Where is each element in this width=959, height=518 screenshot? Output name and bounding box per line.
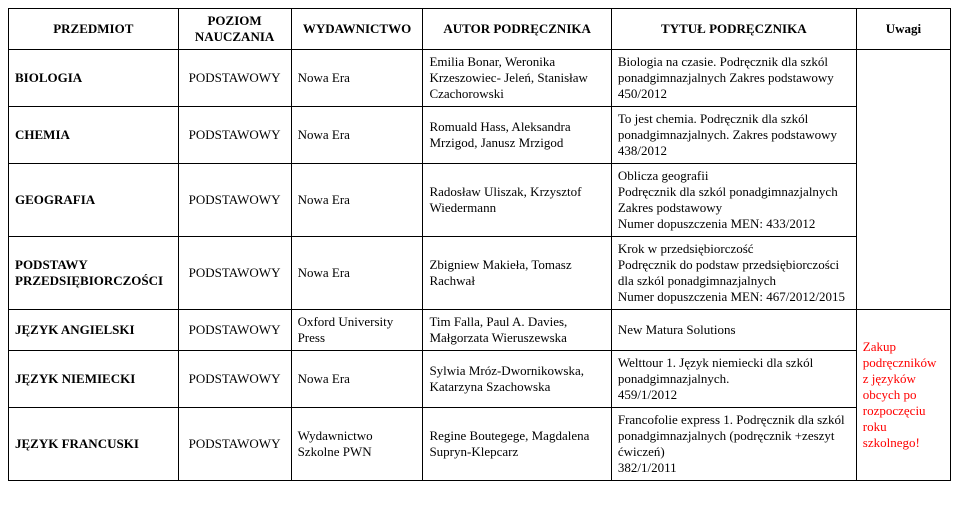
cell-subject: JĘZYK ANGIELSKI [9, 310, 179, 351]
table-row: BIOLOGIA PODSTAWOWY Nowa Era Emilia Bona… [9, 50, 951, 107]
col-title: TYTUŁ PODRĘCZNIKA [611, 9, 856, 50]
cell-author: Regine Boutegege, Magdalena Supryn-Klepc… [423, 408, 611, 481]
cell-publisher: Nowa Era [291, 50, 423, 107]
table-header-row: PRZEDMIOT POZIOM NAUCZANIA WYDAWNICTWO A… [9, 9, 951, 50]
cell-publisher: Nowa Era [291, 164, 423, 237]
textbook-table: PRZEDMIOT POZIOM NAUCZANIA WYDAWNICTWO A… [8, 8, 951, 481]
table-row: PODSTAWY PRZEDSIĘBIORCZOŚCI PODSTAWOWY N… [9, 237, 951, 310]
cell-title: Krok w przedsiębiorczośćPodręcznik do po… [611, 237, 856, 310]
cell-level: PODSTAWOWY [178, 107, 291, 164]
table-row: JĘZYK FRANCUSKI PODSTAWOWY Wydawnictwo S… [9, 408, 951, 481]
cell-level: PODSTAWOWY [178, 351, 291, 408]
cell-level: PODSTAWOWY [178, 50, 291, 107]
cell-author: Emilia Bonar, Weronika Krzeszowiec- Jele… [423, 50, 611, 107]
cell-title: New Matura Solutions [611, 310, 856, 351]
cell-author: Radosław Uliszak, Krzysztof Wiedermann [423, 164, 611, 237]
cell-publisher: Nowa Era [291, 237, 423, 310]
table-row: JĘZYK ANGIELSKI PODSTAWOWY Oxford Univer… [9, 310, 951, 351]
cell-subject: GEOGRAFIA [9, 164, 179, 237]
cell-title: Biologia na czasie. Podręcznik dla szkól… [611, 50, 856, 107]
cell-publisher: Nowa Era [291, 351, 423, 408]
cell-subject: JĘZYK NIEMIECKI [9, 351, 179, 408]
col-author: AUTOR PODRĘCZNIKA [423, 9, 611, 50]
cell-subject: CHEMIA [9, 107, 179, 164]
cell-author: Zbigniew Makieła, Tomasz Rachwał [423, 237, 611, 310]
cell-level: PODSTAWOWY [178, 310, 291, 351]
cell-publisher: Oxford University Press [291, 310, 423, 351]
table-row: JĘZYK NIEMIECKI PODSTAWOWY Nowa Era Sylw… [9, 351, 951, 408]
table-row: CHEMIA PODSTAWOWY Nowa Era Romuald Hass,… [9, 107, 951, 164]
cell-notes: Zakup podręczników z języków obcych po r… [856, 310, 950, 481]
cell-publisher: Wydawnictwo Szkolne PWN [291, 408, 423, 481]
cell-author: Romuald Hass, Aleksandra Mrzigod, Janusz… [423, 107, 611, 164]
cell-author: Tim Falla, Paul A. Davies, Małgorzata Wi… [423, 310, 611, 351]
table-body: BIOLOGIA PODSTAWOWY Nowa Era Emilia Bona… [9, 50, 951, 481]
col-level: POZIOM NAUCZANIA [178, 9, 291, 50]
cell-title: To jest chemia. Podręcznik dla szkól pon… [611, 107, 856, 164]
cell-notes-empty [856, 50, 950, 310]
cell-title: Welttour 1. Język niemiecki dla szkól po… [611, 351, 856, 408]
cell-level: PODSTAWOWY [178, 237, 291, 310]
cell-level: PODSTAWOWY [178, 408, 291, 481]
col-publisher: WYDAWNICTWO [291, 9, 423, 50]
cell-author: Sylwia Mróz-Dwornikowska, Katarzyna Szac… [423, 351, 611, 408]
cell-subject: PODSTAWY PRZEDSIĘBIORCZOŚCI [9, 237, 179, 310]
cell-subject: BIOLOGIA [9, 50, 179, 107]
col-notes: Uwagi [856, 9, 950, 50]
table-row: GEOGRAFIA PODSTAWOWY Nowa Era Radosław U… [9, 164, 951, 237]
cell-title: Oblicza geografiiPodręcznik dla szkól po… [611, 164, 856, 237]
cell-publisher: Nowa Era [291, 107, 423, 164]
col-subject: PRZEDMIOT [9, 9, 179, 50]
cell-level: PODSTAWOWY [178, 164, 291, 237]
cell-title: Francofolie express 1. Podręcznik dla sz… [611, 408, 856, 481]
cell-subject: JĘZYK FRANCUSKI [9, 408, 179, 481]
